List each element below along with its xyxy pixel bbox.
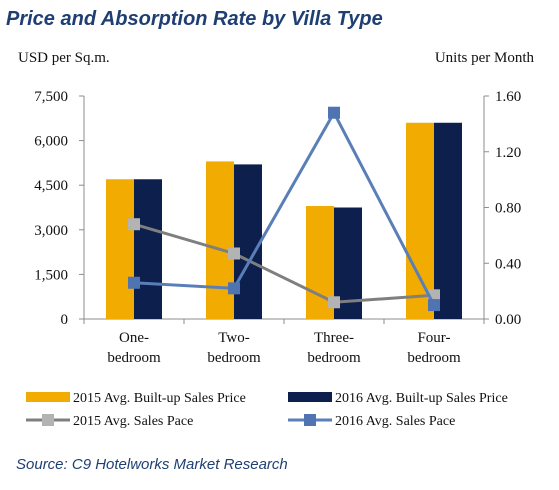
x-tick-label: bedroom xyxy=(107,350,161,366)
x-tick-label: bedroom xyxy=(307,350,361,366)
marker-2015-sales-pace xyxy=(128,218,140,231)
left-tick-label: 6,000 xyxy=(34,134,68,150)
plot-area: 0 1,500 3,000 4,500 6,000 7,500 0.00 0.40 0.80 1.… xyxy=(34,89,521,366)
x-tick-label: One- xyxy=(119,330,149,346)
x-tick-label: Four- xyxy=(417,330,450,346)
bar-2015-price xyxy=(406,122,434,319)
left-tick-label: 1,500 xyxy=(34,267,68,283)
right-tick-label: 0.00 xyxy=(495,312,521,328)
right-axis-label: Units per Month xyxy=(435,50,535,66)
marker-2015-sales-pace xyxy=(328,296,340,309)
legend-label: 2016 Avg. Built-up Sales Price xyxy=(335,391,508,406)
right-tick-label: 0.80 xyxy=(495,201,521,217)
marker-2016-sales-pace xyxy=(328,106,340,119)
legend: 2015 Avg. Built-up Sales Price 2016 Avg. … xyxy=(26,391,508,429)
bar-2015-price xyxy=(206,161,234,319)
legend-label: 2015 Avg. Sales Pace xyxy=(73,414,193,429)
marker-2015-sales-pace xyxy=(228,247,240,260)
x-tick-label: Three- xyxy=(314,330,354,346)
legend-swatch xyxy=(26,392,70,402)
chart-title: Price and Absorption Rate by Villa Type xyxy=(6,8,383,30)
bar-2016-price xyxy=(434,122,462,319)
x-tick-label: Two- xyxy=(218,330,249,346)
marker-2016-sales-pace xyxy=(128,276,140,289)
bar-2016-price xyxy=(234,164,262,319)
marker-2016-sales-pace xyxy=(228,282,240,295)
x-tick-label: bedroom xyxy=(207,350,261,366)
left-tick-label: 4,500 xyxy=(34,178,68,194)
right-tick-label: 0.40 xyxy=(495,256,521,272)
marker-2016-sales-pace xyxy=(428,299,440,312)
left-tick-label: 3,000 xyxy=(34,223,68,239)
source-note: Source: C9 Hotelworks Market Research xyxy=(16,456,288,473)
bar-2015-price xyxy=(106,179,134,319)
left-axis-label: USD per Sq.m. xyxy=(18,50,110,66)
left-tick-label: 7,500 xyxy=(34,89,68,105)
x-tick-label: bedroom xyxy=(407,350,461,366)
line-2015-sales-pace xyxy=(133,222,435,304)
line-2016-sales-pace xyxy=(133,109,436,306)
legend-label: 2015 Avg. Built-up Sales Price xyxy=(73,391,246,406)
right-tick-label: 1.60 xyxy=(495,89,521,105)
bar-2016-price xyxy=(134,179,162,319)
legend-marker xyxy=(304,414,316,426)
legend-marker xyxy=(42,414,54,426)
legend-label: 2016 Avg. Sales Pace xyxy=(335,414,455,429)
right-tick-label: 1.20 xyxy=(495,145,521,161)
left-tick-label: 0 xyxy=(61,312,69,328)
legend-swatch xyxy=(288,392,332,402)
